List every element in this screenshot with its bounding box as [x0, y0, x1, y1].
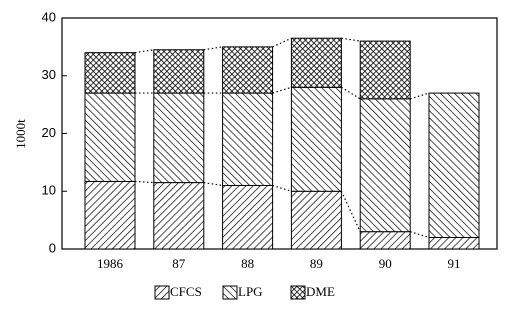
connector-line	[203, 46, 223, 51]
connector-line	[340, 190, 361, 232]
legend-label: CFCS	[170, 284, 202, 299]
bar-segment	[84, 92, 136, 182]
x-tick-label: 91	[448, 256, 461, 271]
bar-segment	[84, 180, 136, 250]
bar-segment	[84, 52, 136, 94]
connector-line	[272, 184, 292, 192]
bar-segment	[153, 49, 205, 94]
connector-line	[341, 86, 361, 100]
y-tick-label: 30	[42, 67, 56, 82]
legend-swatch	[290, 285, 306, 300]
bar-segment	[290, 37, 342, 88]
legend-swatch	[222, 285, 238, 300]
connector-line	[134, 180, 154, 184]
connector-line	[410, 92, 430, 100]
bar-segment	[290, 86, 342, 192]
x-tick-label: 87	[172, 256, 186, 271]
bar-segment	[428, 92, 480, 238]
bar-segment	[290, 190, 342, 250]
legend-swatch	[154, 285, 170, 300]
bar-segment	[428, 236, 480, 250]
connector-line	[410, 231, 430, 239]
connector-line	[272, 37, 292, 48]
connector-line	[341, 37, 361, 42]
bar-segment	[222, 184, 274, 250]
x-tick-label: 88	[241, 256, 254, 271]
connector-line	[203, 181, 223, 187]
y-tick-label: 20	[42, 125, 56, 140]
connector-line	[272, 86, 292, 94]
x-tick-label: 90	[379, 256, 392, 271]
x-tick-label: 89	[310, 256, 323, 271]
y-axis-label: 1000t	[13, 119, 28, 149]
x-tick-label: 1986	[97, 256, 124, 271]
connector-line	[134, 49, 154, 54]
y-tick-label: 40	[42, 9, 56, 24]
legend-label: LPG	[238, 284, 263, 299]
y-tick-label: 10	[42, 183, 56, 198]
bar-segment	[359, 98, 411, 233]
bar-segment	[153, 182, 205, 250]
bar-segment	[359, 40, 411, 100]
bar-segment	[153, 92, 205, 184]
legend-label: DME	[306, 284, 335, 299]
bar-segment	[222, 92, 274, 186]
bar-segment	[222, 46, 274, 94]
y-tick-label: 0	[49, 240, 56, 255]
bar-segment	[359, 231, 411, 250]
